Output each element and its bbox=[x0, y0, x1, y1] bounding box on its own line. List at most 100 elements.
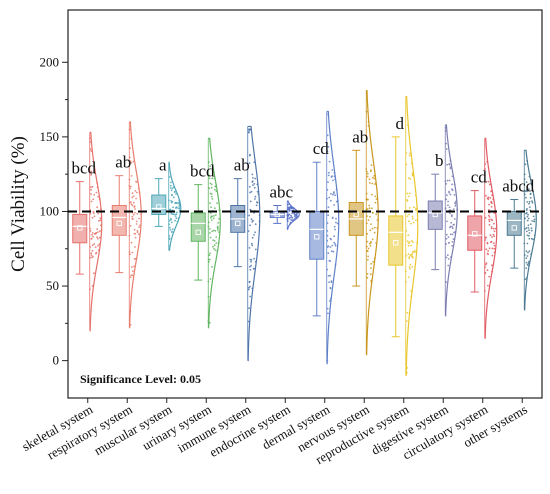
data-point bbox=[95, 251, 98, 254]
data-point bbox=[451, 241, 454, 243]
data-point bbox=[526, 186, 529, 189]
data-point bbox=[455, 200, 457, 203]
data-point bbox=[213, 244, 216, 247]
data-point bbox=[525, 227, 528, 229]
data-point bbox=[487, 214, 490, 217]
data-point bbox=[131, 270, 134, 273]
data-point bbox=[288, 203, 291, 206]
data-point bbox=[491, 236, 493, 238]
data-point bbox=[215, 184, 218, 187]
data-point bbox=[526, 215, 529, 218]
data-point bbox=[371, 182, 374, 185]
data-point bbox=[366, 232, 369, 235]
data-point bbox=[251, 181, 254, 183]
data-point bbox=[172, 213, 175, 216]
data-point bbox=[366, 259, 369, 261]
data-point bbox=[491, 264, 493, 267]
data-point bbox=[408, 207, 411, 209]
data-point bbox=[528, 250, 531, 253]
data-point bbox=[484, 266, 486, 268]
data-point bbox=[247, 230, 250, 233]
data-point bbox=[408, 195, 410, 198]
data-point bbox=[445, 281, 447, 284]
category-group: ab bbox=[348, 90, 379, 356]
data-point bbox=[254, 248, 257, 251]
data-point bbox=[170, 189, 173, 192]
data-point bbox=[216, 229, 219, 231]
data-point bbox=[176, 220, 179, 223]
density-curve bbox=[129, 121, 142, 329]
data-point bbox=[213, 240, 216, 242]
data-point bbox=[331, 169, 334, 171]
data-point bbox=[411, 251, 414, 253]
data-point bbox=[408, 256, 411, 258]
data-point bbox=[178, 201, 181, 204]
data-point bbox=[290, 214, 292, 217]
density-curve bbox=[89, 131, 103, 332]
data-point bbox=[135, 181, 138, 183]
data-point bbox=[140, 213, 143, 216]
data-point bbox=[213, 177, 216, 180]
data-point bbox=[90, 171, 92, 174]
data-point bbox=[327, 275, 330, 277]
data-point bbox=[329, 260, 332, 262]
data-point bbox=[328, 300, 331, 302]
data-point bbox=[169, 187, 172, 189]
data-point bbox=[89, 148, 92, 151]
data-point bbox=[131, 251, 134, 254]
data-point bbox=[134, 211, 136, 214]
data-point bbox=[371, 238, 374, 241]
data-point bbox=[89, 230, 92, 232]
data-point bbox=[449, 167, 452, 170]
data-point bbox=[135, 223, 138, 225]
significance-label: ab bbox=[352, 127, 368, 146]
plot-frame bbox=[67, 9, 543, 399]
data-point bbox=[178, 203, 181, 206]
data-point bbox=[407, 244, 410, 247]
data-point bbox=[370, 262, 373, 265]
data-point bbox=[249, 128, 252, 131]
data-point bbox=[483, 290, 486, 292]
data-point bbox=[526, 230, 528, 233]
data-point bbox=[406, 311, 409, 314]
data-point bbox=[129, 160, 132, 163]
data-point bbox=[491, 202, 493, 205]
density-curve bbox=[484, 137, 498, 339]
significance-label: bcd bbox=[71, 159, 96, 178]
data-point bbox=[90, 254, 93, 256]
data-point bbox=[406, 199, 409, 201]
data-point bbox=[528, 188, 530, 191]
data-point bbox=[376, 219, 379, 222]
data-point bbox=[291, 212, 293, 215]
data-point bbox=[256, 201, 258, 204]
data-point bbox=[414, 194, 417, 197]
significance-label: abcd bbox=[502, 177, 535, 196]
data-point bbox=[526, 201, 529, 203]
data-point bbox=[129, 187, 131, 190]
data-point bbox=[248, 265, 251, 268]
iqr-box bbox=[309, 210, 325, 260]
density-curve bbox=[168, 161, 182, 251]
data-point bbox=[326, 230, 329, 232]
data-point bbox=[136, 230, 139, 232]
data-point bbox=[367, 120, 370, 123]
data-point bbox=[248, 214, 251, 217]
data-point bbox=[252, 184, 254, 187]
data-point bbox=[446, 254, 449, 257]
mean-marker bbox=[235, 220, 241, 227]
data-point bbox=[523, 193, 526, 196]
data-point bbox=[248, 131, 250, 133]
data-point bbox=[486, 241, 489, 244]
significance-note: Significance Level: 0.05 bbox=[80, 372, 201, 386]
data-point bbox=[208, 254, 211, 257]
data-point bbox=[451, 225, 453, 228]
data-point bbox=[489, 197, 492, 199]
data-point bbox=[287, 203, 289, 206]
data-point bbox=[491, 270, 493, 273]
data-point bbox=[406, 367, 409, 369]
data-point bbox=[449, 193, 452, 196]
significance-label: cd bbox=[471, 168, 488, 187]
data-point bbox=[527, 224, 530, 227]
data-point bbox=[525, 181, 528, 184]
iqr-box bbox=[467, 215, 483, 251]
